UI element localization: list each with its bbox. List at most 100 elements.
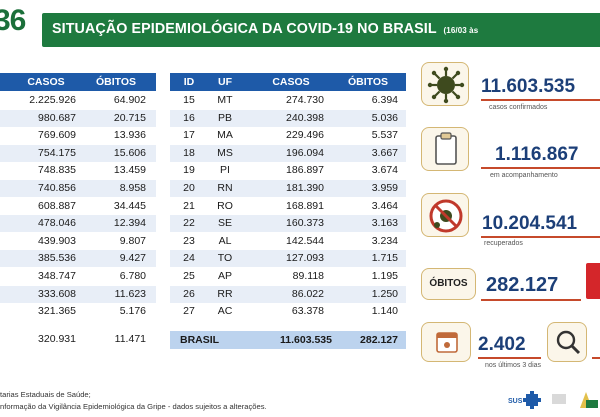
recovered-underline	[481, 236, 600, 238]
obitos-cell: 9.807	[119, 234, 146, 247]
obitos-cell: 5.036	[371, 111, 398, 124]
casos-cell: 769.609	[38, 129, 76, 142]
recent-label: nos últimos 3 dias	[485, 362, 542, 369]
obitos-cell: 3.163	[371, 217, 398, 230]
footer-note-line: nformação da Vigilância Epidemiológica d…	[0, 402, 267, 411]
confirmed-label: casos confirmados	[489, 104, 548, 111]
casos-cell: 63.378	[291, 305, 324, 318]
id-cell: 22	[183, 217, 195, 230]
recent-value: 2.402	[478, 334, 526, 355]
table-row: 348.747 6.780	[0, 268, 156, 285]
title-date: (16/03 às	[443, 26, 479, 35]
monitoring-label: em acompanhamento	[490, 172, 558, 179]
right-state-table: ID UF CASOS ÓBITOS 15 MT 274.730 6.394 16 PB 2…	[170, 73, 406, 363]
virus-icon	[427, 66, 465, 104]
table-row: 20 RN 181.390 3.959	[170, 180, 406, 197]
table-row: 21 RO 168.891 3.464	[170, 198, 406, 215]
id-cell: 24	[183, 252, 195, 265]
obitos-cell: 9.427	[119, 252, 146, 265]
obitos-cell: 1.140	[371, 305, 398, 318]
table-row: 740.856 8.958	[0, 180, 156, 197]
recovered-label: recuperados	[484, 240, 523, 247]
right-header-obitos: ÓBITOS	[347, 76, 389, 88]
casos-cell: 980.687	[38, 111, 76, 124]
table-row: 2.225.926 64.902	[0, 92, 156, 109]
deaths-red-mark	[586, 263, 600, 299]
right-header-id: ID	[183, 76, 195, 88]
uf-cell: TO	[217, 252, 233, 265]
casos-cell: 274.730	[286, 94, 324, 106]
table-row: 27 AC 63.378 1.140	[170, 303, 406, 320]
table-row: 385.536 9.427	[0, 250, 156, 268]
casos-cell: 608.887	[38, 199, 76, 212]
title-main: SITUAÇÃO EPIDEMIOLÓGICA DA COVID-19 NO B…	[52, 21, 437, 37]
total-casos: 11.603.535	[280, 334, 332, 346]
total-label: BRASIL	[180, 334, 220, 346]
recent-underline	[478, 357, 541, 359]
id-cell: 15	[183, 94, 195, 106]
casos-cell: 229.496	[286, 129, 324, 142]
obitos-cell: 11.623	[114, 287, 146, 300]
table-row: 15 MT 274.730 6.394	[170, 92, 406, 109]
uf-cell: MA	[217, 129, 233, 142]
monitoring-card-icon-box	[421, 127, 469, 171]
table-row: 748.835 13.459	[0, 162, 156, 179]
left-state-table: CASOS ÓBITOS 2.225.926 64.902 980.687 20.71…	[0, 73, 156, 363]
casos-cell: 181.390	[286, 182, 324, 194]
investigation-card-icon-box	[547, 322, 587, 362]
casos-cell: 86.022	[291, 287, 324, 300]
obitos-cell: 1.195	[371, 270, 398, 282]
casos-cell: 196.094	[286, 146, 324, 159]
left-table-header: CASOS ÓBITOS	[0, 73, 156, 91]
obitos-cell: 3.234	[371, 234, 398, 247]
magnifier-icon	[556, 330, 581, 355]
table-row: 608.887 34.445	[0, 198, 156, 215]
right-header-casos: CASOS	[272, 76, 310, 88]
casos-cell: 240.398	[286, 111, 324, 124]
table-row: 754.175 15.606	[0, 144, 156, 162]
obitos-cell: 3.959	[371, 182, 398, 194]
deaths-label-box: ÓBITOS	[421, 268, 476, 300]
footer-source-line: tarias Estaduais de Saúde;	[0, 390, 91, 399]
obitos-cell: 1.715	[371, 252, 398, 265]
id-cell: 16	[183, 111, 195, 124]
uf-cell: RO	[217, 199, 233, 212]
id-cell: 20	[183, 182, 195, 194]
investigation-underline	[592, 357, 600, 359]
uf-cell: MS	[217, 146, 233, 159]
obitos-cell: 12.394	[113, 217, 146, 230]
obitos-cell: 20.715	[113, 111, 146, 124]
obitos-cell: 6.394	[371, 94, 398, 106]
obitos-cell: 15.606	[113, 146, 146, 159]
deaths-underline	[481, 299, 581, 301]
svg-text:SUS: SUS	[508, 398, 523, 405]
bulletin-edition-number: 36	[0, 4, 26, 37]
table-row: 320.931 11.471	[0, 331, 156, 348]
obitos-cell: 6.780	[119, 270, 146, 282]
casos-cell: 740.856	[38, 182, 76, 194]
obitos-cell: 64.902	[113, 94, 146, 106]
casos-cell: 168.891	[286, 199, 324, 212]
table-row: 25 AP 89.118 1.195	[170, 268, 406, 285]
confirmed-underline	[481, 99, 600, 101]
id-cell: 17	[183, 129, 195, 142]
left-header-obitos: ÓBITOS	[95, 76, 137, 88]
uf-cell: PI	[220, 164, 230, 177]
obitos-cell: 34.445	[113, 199, 146, 212]
id-cell: 18	[183, 146, 195, 159]
casos-cell: 385.536	[38, 252, 76, 265]
uf-cell: SE	[217, 217, 232, 230]
obitos-cell: 3.667	[371, 146, 398, 159]
table-row: 19 PI 186.897 3.674	[170, 162, 406, 179]
casos-cell: 127.093	[286, 252, 324, 265]
obitos-cell: 3.674	[371, 164, 398, 177]
obitos-cell: 1.250	[371, 287, 398, 300]
table-row: 17 MA 229.496 5.537	[170, 127, 406, 144]
brasil-total-row: BRASIL 11.603.535 282.127	[170, 331, 406, 349]
monitoring-underline	[481, 167, 600, 169]
casos-cell: 348.747	[38, 270, 76, 282]
table-row: 22 SE 160.373 3.163	[170, 215, 406, 233]
obitos-cell: 3.464	[371, 199, 398, 212]
casos-cell: 186.897	[286, 164, 324, 177]
casos-cell: 333.608	[38, 287, 76, 300]
